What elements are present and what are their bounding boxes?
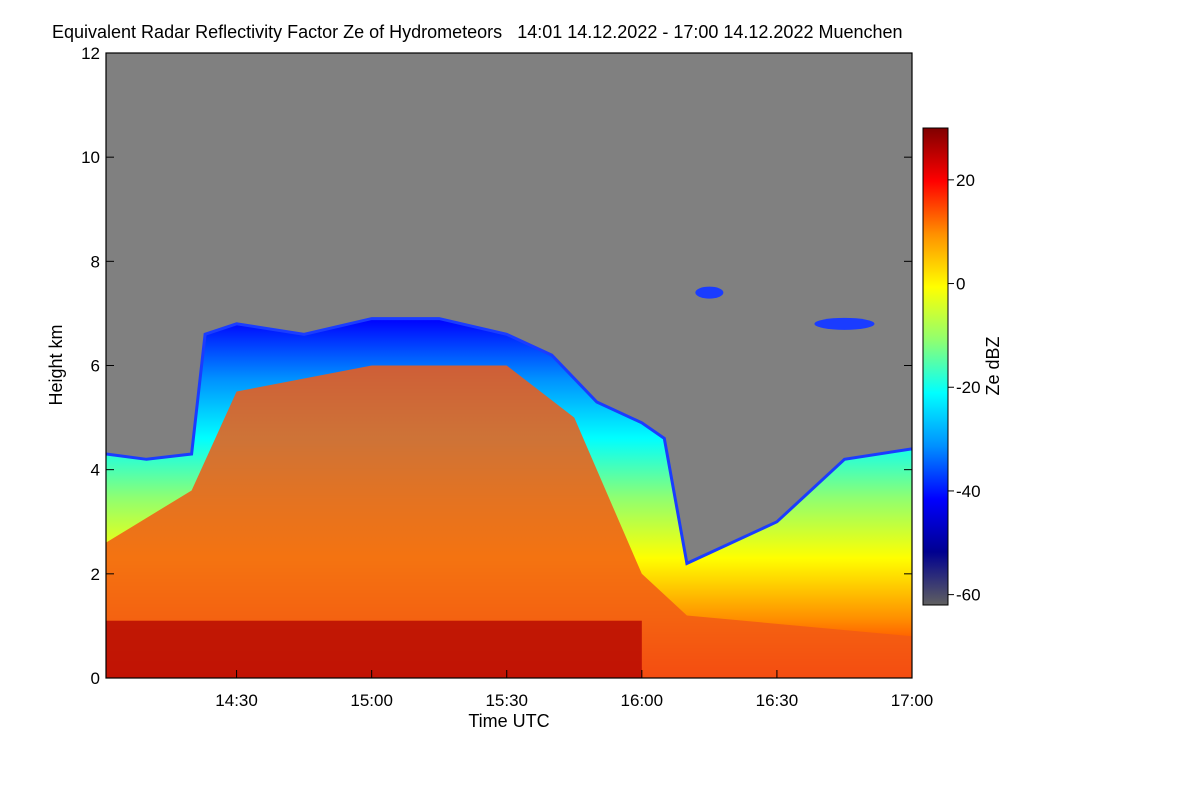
title-main: Equivalent Radar Reflectivity Factor Ze … bbox=[52, 22, 503, 42]
title-time-range: 14:01 14.12.2022 - 17:00 14.12.2022 bbox=[517, 22, 814, 42]
x-tick-label: 17:00 bbox=[891, 691, 934, 710]
upper-echo bbox=[695, 286, 724, 299]
colorbar-tick-label: -40 bbox=[956, 482, 981, 501]
plot-area bbox=[106, 53, 912, 678]
colorbar-ticks: 20 0 -20 -40 -60 bbox=[948, 171, 981, 605]
colorbar-label: Ze dBZ bbox=[983, 336, 1003, 395]
y-tick-label: 4 bbox=[91, 461, 100, 480]
colorbar: 20 0 -20 -40 -60 Ze dBZ bbox=[922, 127, 1003, 606]
y-tick-label: 6 bbox=[91, 357, 100, 376]
echo-edge bbox=[106, 317, 912, 566]
x-tick-label: 14:30 bbox=[215, 691, 258, 710]
y-tick-label: 0 bbox=[91, 669, 100, 688]
bright-band bbox=[106, 620, 642, 678]
core-region bbox=[106, 365, 912, 678]
x-axis-label: Time UTC bbox=[468, 711, 549, 731]
upper-echo bbox=[814, 317, 875, 330]
y-axis-label: Height km bbox=[46, 324, 66, 405]
colorbar-tick-label: 0 bbox=[956, 275, 965, 294]
upper-echoes bbox=[695, 286, 875, 330]
colorbar-tick-label: 20 bbox=[956, 171, 975, 190]
x-tick-label: 15:00 bbox=[350, 691, 393, 710]
y-axis: 0 2 4 6 8 10 12 bbox=[81, 44, 912, 688]
y-tick-label: 10 bbox=[81, 148, 100, 167]
x-tick-label: 15:30 bbox=[485, 691, 528, 710]
chart-title: Equivalent Radar Reflectivity Factor Ze … bbox=[52, 22, 903, 43]
y-tick-label: 8 bbox=[91, 252, 100, 271]
x-tick-label: 16:00 bbox=[621, 691, 664, 710]
x-tick-label: 16:30 bbox=[756, 691, 799, 710]
colorbar-tick-label: -20 bbox=[956, 378, 981, 397]
x-axis: 14:30 15:00 15:30 16:00 16:30 17:00 bbox=[215, 670, 933, 710]
y-tick-label: 2 bbox=[91, 565, 100, 584]
title-location: Muenchen bbox=[818, 22, 903, 42]
colorbar-tick-label: -60 bbox=[956, 586, 981, 605]
y-tick-label: 12 bbox=[81, 44, 100, 63]
colorbar-ramp bbox=[922, 127, 949, 606]
